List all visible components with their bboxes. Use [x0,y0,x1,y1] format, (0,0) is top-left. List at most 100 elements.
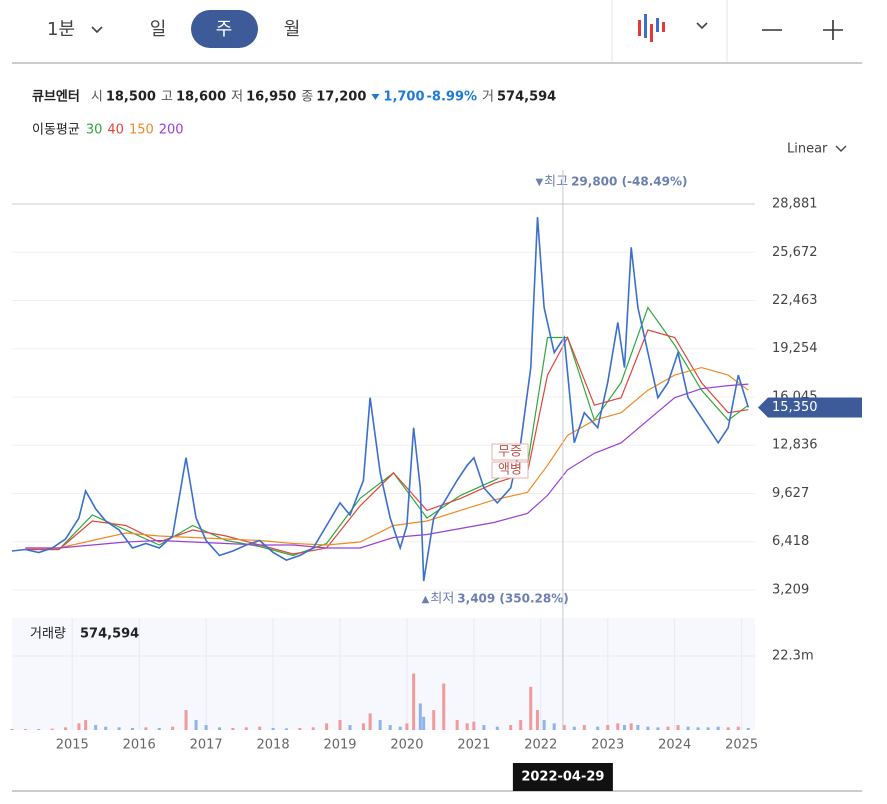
quote-label: 고 [161,90,173,105]
dropdown-icon[interactable] [91,26,103,34]
crosshair-date: 2022-04-29 [521,770,604,785]
volume-bar [348,725,352,730]
volume-bar [495,726,499,730]
volume-bar [368,713,372,730]
volume-bar [542,720,546,730]
volume-bar [64,727,68,730]
dropdown-icon[interactable] [835,145,847,152]
volume-bar [622,725,626,730]
down-arrow [371,94,380,100]
volume-bar [726,727,730,730]
volume-value: 574,594 [80,627,139,642]
last-price-tag [758,397,862,418]
volume-bar [676,725,680,730]
y-tick-label: 28,881 [772,197,818,212]
interval-tab[interactable]: 주 [216,19,233,40]
volume-bar [422,716,426,730]
event-box [491,461,529,479]
dropdown-icon[interactable] [696,22,708,30]
volume-bar [442,683,446,730]
legend-entry: 200 [159,123,184,138]
volume-bar [519,720,523,730]
y-tick-label: 25,672 [772,245,818,260]
volume-bar [606,725,610,730]
x-tick-label: 2025 [725,738,758,753]
legend-entry: 150 [129,123,154,138]
volume-bar [244,727,248,730]
volume-bar [418,703,422,730]
zoom-in[interactable] [823,20,843,40]
high-value: 29,800 (-48.49%) [571,175,687,189]
volume-bar [405,723,409,730]
crosshair-date-box [512,763,613,791]
volume-bar [398,726,402,730]
volume-bar [284,728,288,730]
y-tick-label: 9,627 [772,486,809,501]
high-label: 최고 [544,175,568,190]
volume-bar [646,726,650,730]
event-label: 무증 [498,445,522,460]
x-tick-label: 2021 [457,738,490,753]
price-line [11,217,750,582]
event-label: 액병 [498,463,522,478]
x-tick-label: 2023 [591,738,624,753]
volume-bar [482,725,486,730]
x-tick-label: 2020 [390,738,423,753]
volume-bar [472,721,476,730]
volume-pane [12,618,755,730]
volume-bar [572,726,576,730]
volume-bar [94,725,98,730]
quote-label: 시 [91,90,103,105]
interval-tab[interactable]: 1분 [47,19,75,40]
volume-bar [338,720,342,730]
volume-bar [77,723,81,730]
event-box [491,443,529,461]
volume-bar [629,723,633,730]
quote-value: 16,950 [246,90,296,105]
y-tick-label: 3,209 [772,582,809,597]
volume-bar [10,729,14,730]
low-marker: ▲ [422,594,430,605]
x-tick-label: 2015 [56,738,89,753]
volume-bar [117,727,121,730]
volume-bar [736,726,740,730]
chart-type-icon[interactable] [638,14,665,42]
y-tick-label: 22,463 [772,293,818,308]
volume-bar [388,725,392,730]
volume-tick-label: 22.3m [772,648,814,663]
interval-tab[interactable]: 월 [284,19,301,40]
volume-bar [271,728,275,730]
volume-bar [696,727,700,730]
x-tick-label: 2024 [658,738,691,753]
selected-pill[interactable] [191,10,258,48]
quote-value: 17,200 [316,90,366,105]
y-tick-label: 19,254 [772,341,818,356]
volume-bar [144,727,148,730]
volume-bar [552,723,556,730]
moving-average [25,383,749,549]
volume-bar [194,720,198,730]
volume-title: 거래량 [30,627,66,642]
volume-bar [298,728,302,730]
interval-tab[interactable]: 일 [150,19,167,40]
x-tick-label: 2018 [257,738,290,753]
scale-mode[interactable]: Linear [787,142,828,157]
x-tick-label: 2019 [323,738,356,753]
change: 1,700 [383,90,424,105]
volume-bar [325,723,329,730]
volume-bar [311,727,315,730]
volume-bar [529,686,533,730]
legend-entry: 30 [86,123,103,138]
volume-bar [378,720,382,730]
x-tick-label: 2016 [123,738,156,753]
quote-value: 18,500 [106,90,156,105]
volume-bar [562,725,566,730]
volume-bar [509,725,513,730]
volume-bar [204,725,208,730]
volume-bar [218,727,222,730]
volume-bar [686,726,690,730]
legend-entry: 40 [107,123,124,138]
volume-bar [432,710,436,730]
